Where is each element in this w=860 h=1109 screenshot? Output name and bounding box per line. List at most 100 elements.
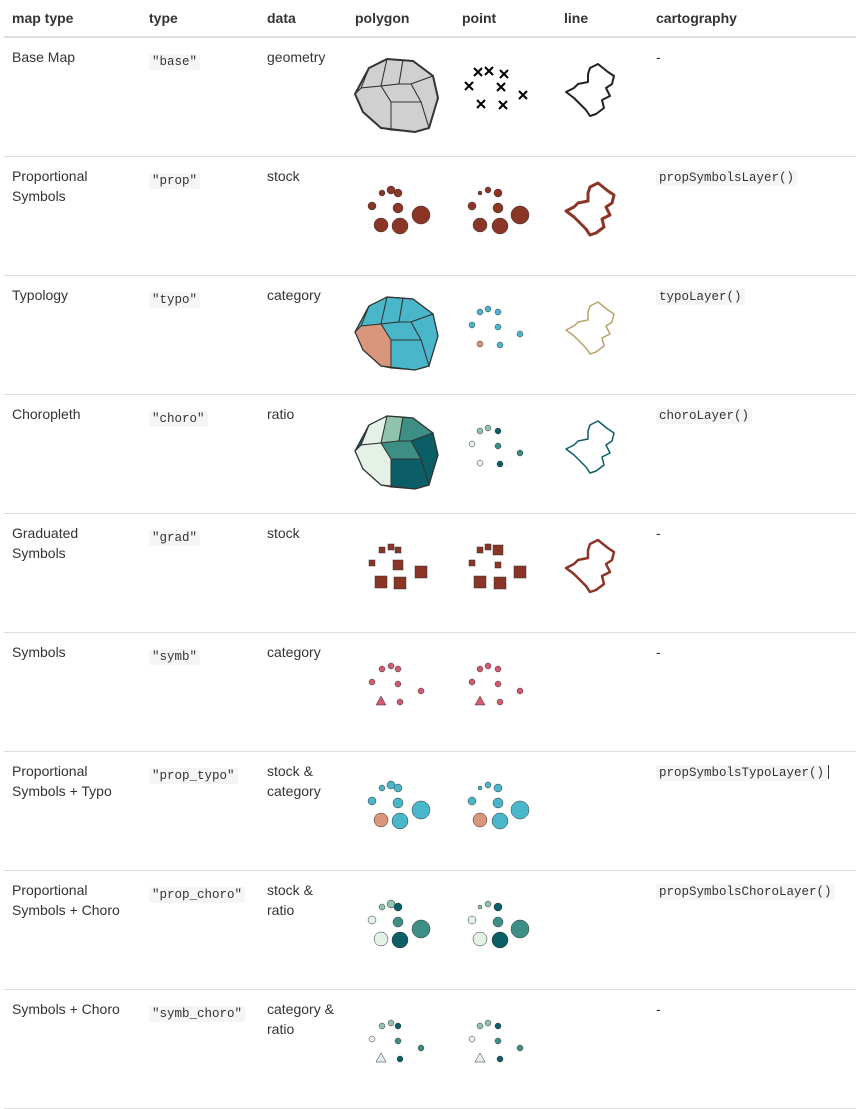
- map-symbol: [476, 546, 484, 554]
- cartography-none: -: [656, 1001, 661, 1017]
- header-line: line: [556, 0, 648, 38]
- map-symbol: [513, 565, 527, 579]
- cell-map-type: Symbols + Choro: [4, 989, 141, 1109]
- map-symbol: [368, 1035, 376, 1043]
- map-symbol: [510, 205, 530, 225]
- point-map-figure: [468, 662, 524, 706]
- map-symbol: [493, 576, 507, 590]
- map-symbol: [510, 800, 530, 820]
- cell-point: [454, 632, 556, 752]
- cell-line: [556, 513, 648, 633]
- map-symbol: [394, 665, 402, 673]
- polygon-map-figure: [354, 415, 439, 490]
- cell-data: stock: [259, 513, 347, 633]
- map-symbol: [394, 680, 402, 688]
- map-symbol: [378, 665, 386, 673]
- map-symbol: [391, 931, 409, 949]
- cell-polygon: [347, 989, 454, 1109]
- cartography-function: typoLayer(): [656, 289, 745, 305]
- map-symbol: [367, 201, 377, 211]
- cell-data-text: ratio: [267, 406, 295, 422]
- map-symbol: [496, 82, 506, 92]
- map-types-table: map type type data polygon point line ca…: [4, 0, 856, 1109]
- map-symbol: [494, 561, 502, 569]
- map-symbol: [476, 427, 484, 435]
- cartography-none: -: [656, 644, 661, 660]
- map-symbol: [484, 900, 492, 908]
- cell-map-type: Typology: [4, 275, 141, 395]
- cartography-function: propSymbolsLayer(): [656, 170, 798, 186]
- cell-type: "prop": [141, 156, 259, 276]
- line-map-figure: [565, 301, 615, 355]
- map-symbol: [476, 665, 484, 673]
- cell-cartography: -: [648, 37, 856, 157]
- map-symbol: [472, 812, 488, 828]
- map-symbol: [494, 665, 502, 673]
- map-symbol: [387, 543, 395, 551]
- cell-map-type: Symbols: [4, 632, 141, 752]
- map-symbol: [417, 687, 425, 695]
- map-symbol: [492, 544, 504, 556]
- map-symbol: [464, 81, 474, 91]
- cell-cartography: -: [648, 989, 856, 1109]
- map-symbol: [414, 565, 428, 579]
- map-symbol: [378, 784, 386, 792]
- cell-cartography: choroLayer(): [648, 394, 856, 514]
- cell-point: [454, 989, 556, 1109]
- cell-type: "prop_choro": [141, 870, 259, 990]
- cell-map-type-text: Graduated Symbols: [12, 525, 79, 561]
- point-map-figure: [468, 424, 524, 468]
- map-symbol: [411, 205, 431, 225]
- map-symbol: [368, 559, 376, 567]
- cell-data: geometry: [259, 37, 347, 157]
- polygon-map-figure: [367, 185, 431, 235]
- cell-type-text: "symb_choro": [149, 1006, 246, 1022]
- map-symbol: [474, 695, 486, 706]
- cell-polygon: [347, 37, 454, 157]
- map-symbol: [367, 915, 377, 925]
- map-symbol: [392, 797, 404, 809]
- map-symbol: [496, 460, 504, 468]
- cell-point: [454, 37, 556, 157]
- cell-polygon: [347, 751, 454, 871]
- cell-data-text: stock & ratio: [267, 882, 313, 918]
- map-symbol: [391, 812, 409, 830]
- cell-cartography: propSymbolsChoroLayer(): [648, 870, 856, 990]
- cell-data-text: category & ratio: [267, 1001, 334, 1037]
- cell-data: stock & ratio: [259, 870, 347, 990]
- point-map-figure: [464, 66, 528, 110]
- cell-polygon: [347, 513, 454, 633]
- cell-map-type-text: Symbols: [12, 644, 66, 660]
- cell-map-type-text: Proportional Symbols + Typo: [12, 763, 112, 799]
- cell-data: category & ratio: [259, 989, 347, 1109]
- map-symbol: [391, 217, 409, 235]
- map-symbol: [468, 678, 476, 686]
- header-row: map type type data polygon point line ca…: [4, 0, 856, 38]
- map-symbol: [516, 1044, 524, 1052]
- map-symbol: [378, 1022, 386, 1030]
- point-map-figure: [468, 1019, 524, 1063]
- map-symbol: [373, 812, 389, 828]
- map-symbol: [472, 931, 488, 947]
- cell-map-type: Base Map: [4, 37, 141, 157]
- map-symbol: [484, 1019, 492, 1027]
- cell-map-type: Proportional Symbols: [4, 156, 141, 276]
- polygon-map-figure: [354, 296, 439, 371]
- map-symbol: [494, 680, 502, 688]
- line-map-figure: [565, 63, 615, 117]
- cell-data-text: category: [267, 287, 321, 303]
- map-symbol: [473, 575, 487, 589]
- table-row: Proportional Symbols + Choro "prop_choro"…: [4, 870, 856, 990]
- map-symbol: [393, 902, 403, 912]
- cell-data-text: geometry: [267, 49, 326, 65]
- table-row: Symbols "symb" category -: [4, 632, 856, 752]
- cell-type-text: "prop_typo": [149, 768, 238, 784]
- cell-cartography: typoLayer(): [648, 275, 856, 395]
- map-symbol: [375, 695, 387, 706]
- map-symbol: [387, 1019, 395, 1027]
- text-cursor: [828, 765, 830, 780]
- map-symbol: [373, 217, 389, 233]
- map-symbol: [491, 812, 509, 830]
- cell-data: category: [259, 632, 347, 752]
- map-symbol: [510, 919, 530, 939]
